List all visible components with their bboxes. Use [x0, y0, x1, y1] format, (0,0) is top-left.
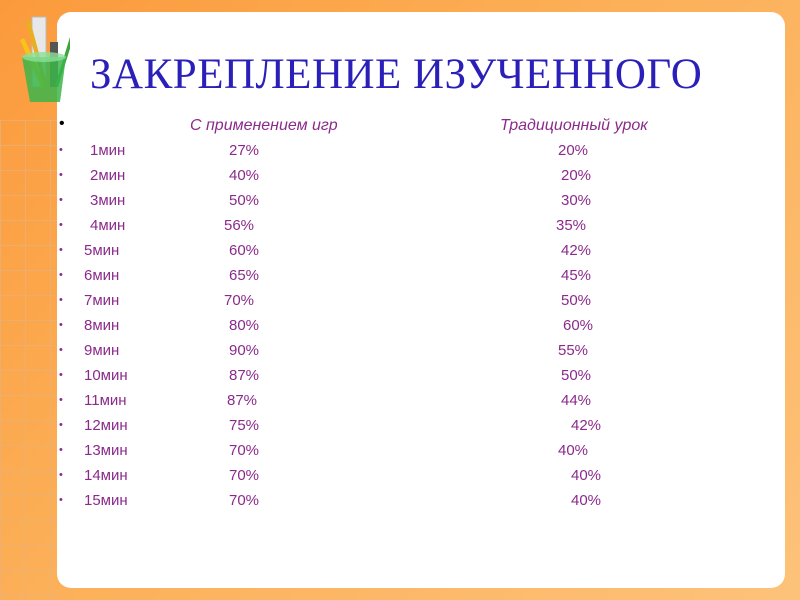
games-cell: 40%: [229, 167, 260, 184]
traditional-cell: 20%: [561, 167, 592, 184]
traditional-cell: 50%: [561, 367, 592, 384]
traditional-cell: 44%: [561, 392, 592, 409]
time-cell: 5мин: [84, 242, 120, 259]
table-row: • 15мин 70% 40%: [0, 492, 800, 517]
header-traditional: Традиционный урок: [500, 117, 648, 134]
bullet: •: [59, 494, 63, 506]
time-cell: 14мин: [84, 467, 128, 484]
games-cell: 75%: [229, 417, 260, 434]
slide-title: ЗАКРЕПЛЕНИЕ ИЗУЧЕННОГО: [90, 51, 703, 98]
table-row: • 1мин 27% 20%: [0, 142, 800, 167]
games-cell: 27%: [229, 142, 260, 159]
slide-card: [57, 12, 785, 588]
time-cell: 12мин: [84, 417, 128, 434]
table-row: • 2мин 40% 20%: [0, 167, 800, 192]
time-cell: 9мин: [84, 342, 120, 359]
games-cell: 70%: [229, 467, 260, 484]
time-cell: 2мин: [90, 167, 126, 184]
time-cell: 10мин: [84, 367, 128, 384]
games-cell: 60%: [229, 242, 260, 259]
games-cell: 70%: [229, 492, 260, 509]
bullet: •: [59, 269, 63, 281]
table-row: • 7мин 70% 50%: [0, 292, 800, 317]
header-games: С применением игр: [190, 117, 338, 134]
bullet: •: [59, 194, 63, 206]
table-row: • 11мин 87% 44%: [0, 392, 800, 417]
traditional-cell: 40%: [571, 492, 602, 509]
bullet: •: [59, 369, 63, 381]
bullet: •: [59, 444, 63, 456]
bullet: •: [59, 169, 63, 181]
games-cell: 90%: [229, 342, 260, 359]
bullet: •: [59, 144, 63, 156]
table-header: • С применением игр Традиционный урок: [0, 115, 800, 142]
games-cell: 87%: [229, 367, 260, 384]
time-cell: 1мин: [90, 142, 126, 159]
table-row: • 8мин 80% 60%: [0, 317, 800, 342]
time-cell: 3мин: [90, 192, 126, 209]
traditional-cell: 60%: [563, 317, 594, 334]
games-cell: 80%: [229, 317, 260, 334]
games-cell: 70%: [229, 442, 260, 459]
games-cell: 87%: [227, 392, 258, 409]
bullet: •: [59, 219, 63, 231]
background-grid: [0, 120, 60, 600]
table-row: • 3мин 50% 30%: [0, 192, 800, 217]
bullet: •: [59, 244, 63, 256]
bullet: •: [59, 344, 63, 356]
bullet: •: [59, 294, 63, 306]
games-cell: 70%: [224, 292, 255, 309]
bullet: •: [59, 319, 63, 331]
bullet: •: [59, 115, 65, 132]
traditional-cell: 50%: [561, 292, 592, 309]
traditional-cell: 35%: [556, 217, 587, 234]
bullet: •: [59, 419, 63, 431]
table-row: • 6мин 65% 45%: [0, 267, 800, 292]
time-cell: 11мин: [84, 392, 127, 409]
games-cell: 65%: [229, 267, 260, 284]
pencil-cup-icon: [20, 16, 70, 102]
bullet: •: [59, 394, 63, 406]
traditional-cell: 42%: [571, 417, 602, 434]
games-cell: 50%: [229, 192, 260, 209]
table-row: • 14мин 70% 40%: [0, 467, 800, 492]
games-cell: 56%: [224, 217, 255, 234]
time-cell: 15мин: [84, 492, 128, 509]
traditional-cell: 40%: [558, 442, 589, 459]
time-cell: 6мин: [84, 267, 120, 284]
bullet: •: [59, 469, 63, 481]
time-cell: 7мин: [84, 292, 120, 309]
time-cell: 8мин: [84, 317, 120, 334]
traditional-cell: 30%: [561, 192, 592, 209]
table-row: • 4мин 56% 35%: [0, 217, 800, 242]
table-row: • 10мин 87% 50%: [0, 367, 800, 392]
table-row: • 13мин 70% 40%: [0, 442, 800, 467]
table-row: • 12мин 75% 42%: [0, 417, 800, 442]
table-row: • 9мин 90% 55%: [0, 342, 800, 367]
time-cell: 13мин: [84, 442, 128, 459]
traditional-cell: 55%: [558, 342, 589, 359]
traditional-cell: 20%: [558, 142, 589, 159]
time-cell: 4мин: [90, 217, 126, 234]
traditional-cell: 42%: [561, 242, 592, 259]
traditional-cell: 45%: [561, 267, 592, 284]
traditional-cell: 40%: [571, 467, 602, 484]
table-row: • 5мин 60% 42%: [0, 242, 800, 267]
